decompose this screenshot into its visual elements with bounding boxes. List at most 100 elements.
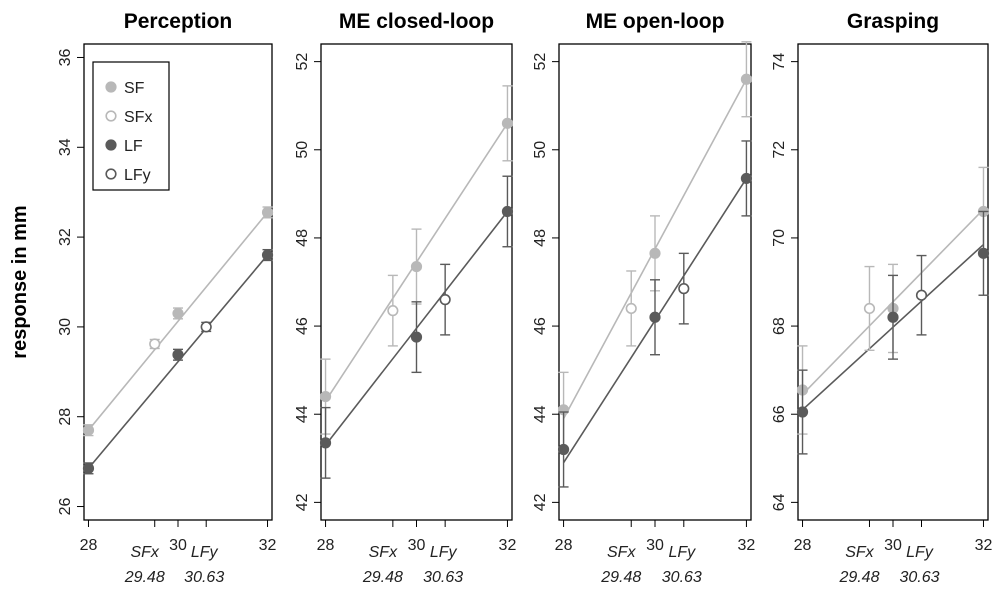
x-tick-label: 28 xyxy=(317,537,335,554)
legend-marker-lf xyxy=(105,139,117,151)
y-tick-label: 46 xyxy=(532,317,549,335)
y-tick-label: 44 xyxy=(532,405,549,423)
point-lf xyxy=(557,443,570,456)
y-tick-label: 52 xyxy=(532,53,549,71)
point-lf xyxy=(172,349,184,361)
x-annotation-name: LFy xyxy=(906,544,934,561)
y-tick-label: 34 xyxy=(57,138,74,156)
legend-label: SFx xyxy=(124,109,152,126)
point-lf xyxy=(501,205,514,218)
point-lfy xyxy=(200,321,212,333)
x-tick-label: 30 xyxy=(646,537,664,554)
panel-title: ME closed-loop xyxy=(339,10,494,33)
y-tick-label: 52 xyxy=(294,53,311,71)
x-annotation-name: SFx xyxy=(369,544,398,561)
point-sf xyxy=(82,424,95,436)
point-lf xyxy=(261,249,274,261)
point-sfx xyxy=(625,302,637,315)
panel-title: Perception xyxy=(124,10,233,33)
x-annotation-value: 29.48 xyxy=(124,569,165,586)
panel-me-open-loop: ME open-loop 42 44 46 48 50 52 28 30 32 SFx 29.48 LF… xyxy=(532,10,755,586)
y-tick-label: 48 xyxy=(294,229,311,247)
y-tick-label: 44 xyxy=(294,405,311,423)
x-annotation-name: SFx xyxy=(130,544,159,561)
point-sf xyxy=(172,307,184,320)
x-tick-label: 28 xyxy=(794,537,812,554)
x-annotation-name: SFx xyxy=(845,544,874,561)
point-sf xyxy=(649,247,661,259)
point-sfx xyxy=(387,305,399,317)
x-annotation-value: 30.63 xyxy=(184,569,224,586)
x-annotation-name: LFy xyxy=(191,544,219,561)
y-tick-label: 50 xyxy=(532,141,549,159)
y-tick-label: 32 xyxy=(57,228,74,246)
legend-label: LF xyxy=(124,138,143,155)
legend-marker-sf xyxy=(105,81,117,93)
y-tick-label: 26 xyxy=(57,498,74,516)
y-tick-label: 46 xyxy=(294,317,311,335)
legend: SF SFx LF LFy xyxy=(92,61,170,191)
x-annotation-value: 30.63 xyxy=(423,569,463,586)
x-annotation-name: LFy xyxy=(668,544,696,561)
y-tick-label: 64 xyxy=(771,493,788,511)
legend-label: SF xyxy=(124,80,145,97)
legend-marker-sfx xyxy=(105,110,117,122)
x-tick-label: 30 xyxy=(884,537,902,554)
point-lfy xyxy=(915,289,928,301)
y-axis-label: response in mm xyxy=(9,205,31,358)
y-tick-label: 74 xyxy=(771,53,788,71)
legend-box xyxy=(92,61,170,191)
legend-label: LFy xyxy=(124,167,151,184)
x-tick-label: 32 xyxy=(499,537,517,554)
point-sfx xyxy=(149,338,161,350)
y-tick-label: 50 xyxy=(294,141,311,159)
point-sf xyxy=(410,260,423,273)
x-annotation-value: 29.48 xyxy=(838,569,879,586)
x-annotation-value: 29.48 xyxy=(600,569,641,586)
point-lf xyxy=(977,247,990,259)
panel-title: ME open-loop xyxy=(586,10,725,33)
x-annotation-value: 30.63 xyxy=(899,569,939,586)
y-tick-label: 42 xyxy=(294,493,311,511)
fit-line-lf xyxy=(87,254,269,469)
y-tick-label: 70 xyxy=(771,229,788,247)
y-tick-label: 28 xyxy=(57,408,74,426)
fit-line-sf xyxy=(87,211,269,431)
point-sf xyxy=(319,390,332,403)
point-lf xyxy=(319,437,332,449)
x-annotation-value: 30.63 xyxy=(662,569,702,586)
y-tick-label: 48 xyxy=(532,229,549,247)
point-lf xyxy=(796,406,809,418)
point-lf xyxy=(887,311,899,323)
panel-title: Grasping xyxy=(847,10,939,33)
x-tick-label: 28 xyxy=(555,537,573,554)
x-tick-label: 32 xyxy=(738,537,756,554)
y-tick-label: 36 xyxy=(57,48,74,66)
point-sf xyxy=(501,117,514,129)
point-lf xyxy=(740,172,753,185)
panel-perception: Perception 26 28 30 32 34 36 28 30 32 SFx 29.48 LFy 3… xyxy=(57,10,277,586)
y-tick-label: 68 xyxy=(771,317,788,335)
point-sfx xyxy=(863,302,876,315)
legend-marker-lfy xyxy=(105,168,117,180)
point-lf xyxy=(649,311,661,323)
point-sf xyxy=(261,206,274,218)
point-sf xyxy=(740,73,753,85)
x-tick-label: 30 xyxy=(408,537,426,554)
point-lf xyxy=(410,331,423,343)
point-lfy xyxy=(678,283,690,295)
x-tick-label: 28 xyxy=(80,537,98,554)
x-tick-label: 32 xyxy=(975,537,993,554)
y-tick-label: 66 xyxy=(771,405,788,423)
x-tick-label: 30 xyxy=(169,537,187,554)
x-annotation-name: SFx xyxy=(607,544,636,561)
panel-grasping: Grasping 64 66 68 70 72 74 28 30 32 SFx 29.48 LFy 30.… xyxy=(771,10,992,586)
y-tick-label: 42 xyxy=(532,493,549,511)
y-tick-label: 30 xyxy=(57,318,74,336)
point-lfy xyxy=(439,294,451,306)
x-annotation-value: 29.48 xyxy=(362,569,403,586)
panel-me-closed-loop: ME closed-loop 42 44 46 48 50 52 28 30 32 SFx 29.48… xyxy=(294,10,516,586)
y-tick-label: 72 xyxy=(771,141,788,159)
point-lf xyxy=(82,462,95,474)
